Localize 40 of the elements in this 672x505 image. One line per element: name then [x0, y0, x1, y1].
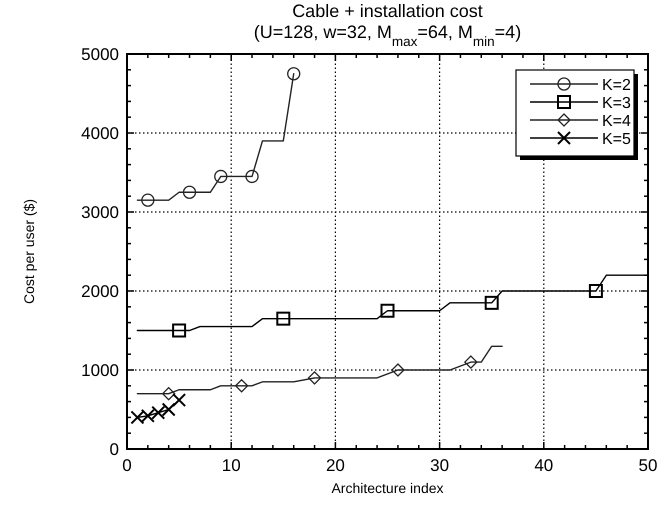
legend-label: K=4	[602, 113, 632, 130]
y-tick-label: 0	[110, 440, 119, 459]
point	[172, 393, 186, 408]
legend-label: K=5	[602, 131, 632, 148]
point	[162, 402, 176, 416]
point	[151, 406, 166, 420]
x-tick-label: 40	[534, 456, 554, 475]
y-axis-title: Cost per user ($)	[21, 198, 37, 304]
point	[214, 170, 228, 184]
point	[391, 363, 405, 377]
point	[130, 410, 144, 424]
point	[245, 170, 259, 184]
point	[380, 304, 394, 318]
point	[162, 387, 176, 400]
chart-title: Cable + installation cost	[292, 1, 483, 21]
y-tick-label: 4000	[81, 124, 119, 143]
y-tick-label: 5000	[81, 45, 119, 64]
point	[234, 379, 248, 392]
point	[140, 408, 155, 423]
point	[182, 186, 196, 199]
point	[276, 312, 290, 326]
x-tick-label: 30	[430, 456, 450, 475]
point	[464, 355, 478, 369]
point	[484, 296, 499, 310]
x-tick-label: 20	[326, 456, 345, 475]
point	[141, 194, 154, 207]
legend-label: K=3	[602, 95, 632, 112]
point	[172, 324, 186, 338]
point	[287, 67, 300, 80]
point	[588, 284, 603, 298]
y-tick-label: 3000	[81, 203, 119, 222]
legend-label: K=2	[602, 77, 632, 94]
x-axis-title: Architecture index	[331, 480, 444, 496]
y-tick-label: 2000	[81, 282, 119, 301]
y-tick-label: 1000	[81, 361, 119, 380]
x-tick-label: 0	[122, 456, 132, 475]
point	[308, 371, 322, 385]
x-tick-label: 50	[638, 456, 658, 475]
chart-subtitle: (U=128, w=32, M$_{max}$=64, M$_{min}$=4)	[254, 22, 522, 48]
x-tick-label: 10	[222, 456, 241, 475]
